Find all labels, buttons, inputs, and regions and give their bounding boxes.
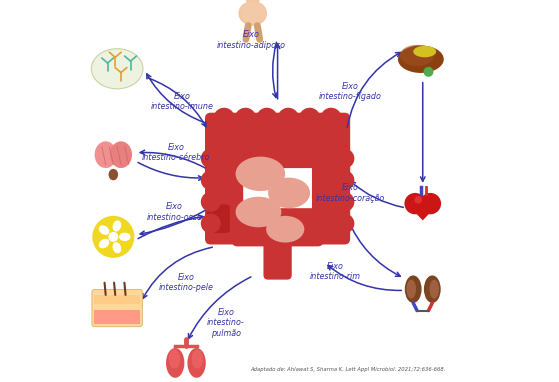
Ellipse shape xyxy=(119,233,130,241)
Circle shape xyxy=(201,192,221,212)
FancyBboxPatch shape xyxy=(94,295,140,304)
Circle shape xyxy=(108,232,119,242)
Ellipse shape xyxy=(235,197,281,227)
Circle shape xyxy=(320,108,342,129)
FancyBboxPatch shape xyxy=(207,204,230,233)
Circle shape xyxy=(245,0,260,5)
Circle shape xyxy=(334,170,354,190)
FancyBboxPatch shape xyxy=(94,310,140,324)
FancyBboxPatch shape xyxy=(205,149,243,244)
Circle shape xyxy=(334,214,354,233)
Circle shape xyxy=(235,108,256,129)
Ellipse shape xyxy=(406,280,416,299)
Ellipse shape xyxy=(266,216,304,243)
Circle shape xyxy=(299,108,320,129)
Ellipse shape xyxy=(91,49,143,89)
Text: Eixo
intestino-cérebro: Eixo intestino-cérebro xyxy=(142,143,211,162)
Ellipse shape xyxy=(187,348,206,378)
Ellipse shape xyxy=(166,348,184,378)
Text: Eixo
intestino-rim: Eixo intestino-rim xyxy=(309,262,361,281)
Circle shape xyxy=(92,216,134,258)
Circle shape xyxy=(201,214,221,233)
Circle shape xyxy=(414,196,422,204)
FancyBboxPatch shape xyxy=(232,208,324,246)
Text: Eixo
intestino-pele: Eixo intestino-pele xyxy=(158,273,214,292)
Text: Eixo
intestino-coração: Eixo intestino-coração xyxy=(315,183,385,202)
Ellipse shape xyxy=(99,239,110,248)
Ellipse shape xyxy=(108,169,118,180)
Ellipse shape xyxy=(240,2,265,23)
Text: Eixo
intestino-fígado: Eixo intestino-fígado xyxy=(319,82,382,101)
Ellipse shape xyxy=(424,275,440,303)
Circle shape xyxy=(214,108,235,129)
Text: Eixo
intestino-imune: Eixo intestino-imune xyxy=(151,92,214,111)
FancyBboxPatch shape xyxy=(92,290,143,327)
Ellipse shape xyxy=(192,350,203,369)
Ellipse shape xyxy=(110,141,132,168)
Circle shape xyxy=(334,192,354,212)
Ellipse shape xyxy=(405,275,421,303)
Ellipse shape xyxy=(398,45,444,73)
Circle shape xyxy=(201,149,221,168)
Circle shape xyxy=(334,149,354,168)
Circle shape xyxy=(201,170,221,190)
Ellipse shape xyxy=(413,46,436,57)
Ellipse shape xyxy=(112,242,121,253)
Text: Eixo
intestino-adiposo: Eixo intestino-adiposo xyxy=(216,31,285,50)
Text: Adaptado de: Ahlawat S, Sharma K. Lett Appl Microbiol. 2021;72:636-668.: Adaptado de: Ahlawat S, Sharma K. Lett A… xyxy=(250,367,446,372)
Ellipse shape xyxy=(235,157,285,191)
Ellipse shape xyxy=(112,220,121,231)
Circle shape xyxy=(256,108,278,129)
Ellipse shape xyxy=(239,1,267,26)
FancyBboxPatch shape xyxy=(263,232,292,280)
Ellipse shape xyxy=(268,178,310,208)
Circle shape xyxy=(420,193,441,214)
Text: Eixo
intestino-osso: Eixo intestino-osso xyxy=(146,202,202,222)
Ellipse shape xyxy=(94,141,117,168)
Circle shape xyxy=(424,67,433,77)
Text: Eixo
intestino-
pulmão: Eixo intestino- pulmão xyxy=(207,308,245,338)
FancyBboxPatch shape xyxy=(312,149,350,244)
Ellipse shape xyxy=(429,280,439,299)
Ellipse shape xyxy=(99,225,110,235)
Circle shape xyxy=(278,108,299,129)
Circle shape xyxy=(404,193,426,214)
Polygon shape xyxy=(407,204,439,220)
Ellipse shape xyxy=(169,350,180,369)
Ellipse shape xyxy=(400,45,434,66)
FancyBboxPatch shape xyxy=(205,113,350,168)
